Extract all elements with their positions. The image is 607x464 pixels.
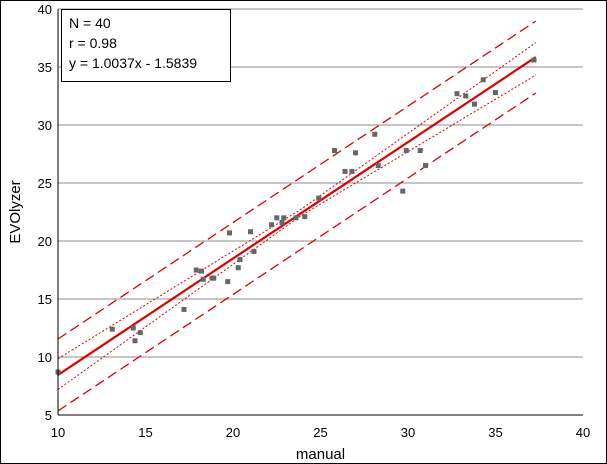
- data-point-31: [403, 148, 409, 154]
- y-tick-label-7: 40: [38, 2, 52, 17]
- confidence-band-upper: [57, 42, 537, 360]
- x-tick-label-5: 35: [488, 425, 502, 440]
- data-point-27: [353, 150, 358, 156]
- confidence-band-lower: [57, 74, 537, 390]
- y-tick-label-4: 25: [38, 176, 52, 191]
- prediction-band-lower: [57, 92, 537, 412]
- data-point-1: [109, 326, 115, 332]
- y-axis-title: EVOlyzer: [7, 180, 24, 243]
- y-tick-label-3: 20: [38, 234, 52, 249]
- data-point-37: [480, 77, 486, 83]
- data-point-4: [137, 330, 143, 336]
- y-tick-label-5: 30: [38, 118, 52, 133]
- data-point-25: [342, 168, 348, 174]
- y-tick-label-6: 35: [38, 60, 52, 75]
- x-axis-title: manual: [296, 446, 345, 463]
- x-tick-label-2: 20: [226, 425, 240, 440]
- gridlines: [58, 8, 583, 358]
- data-point-3: [132, 338, 138, 344]
- data-point-22: [302, 214, 308, 220]
- data-point-32: [417, 148, 423, 154]
- data-point-2: [130, 325, 136, 331]
- y-tick-label-1: 10: [38, 350, 52, 365]
- x-tick-label-0: 10: [51, 425, 65, 440]
- x-tick-label-6: 40: [576, 425, 590, 440]
- data-point-15: [248, 229, 253, 235]
- data-point-39: [531, 57, 537, 63]
- data-point-33: [423, 163, 428, 169]
- data-point-11: [225, 279, 231, 285]
- data-point-23: [316, 195, 322, 201]
- y-tick-label-2: 15: [38, 292, 52, 307]
- data-point-8: [200, 276, 206, 282]
- data-point-29: [375, 163, 381, 169]
- data-point-19: [279, 219, 285, 225]
- y-tick-label-0: 5: [45, 408, 52, 423]
- data-point-20: [281, 215, 287, 221]
- data-point-24: [332, 148, 337, 154]
- data-point-12: [227, 230, 232, 236]
- data-point-17: [269, 222, 274, 228]
- x-tick-label-1: 15: [138, 425, 152, 440]
- data-point-5: [181, 306, 187, 312]
- x-tick-label-3: 25: [313, 425, 327, 440]
- data-point-38: [493, 90, 498, 96]
- stats-r: r = 0.98: [69, 35, 117, 51]
- data-point-14: [237, 257, 243, 263]
- data-point-16: [251, 248, 257, 254]
- stats-annotation-box: N = 40 r = 0.98 y = 1.0037x - 1.5839: [61, 9, 231, 82]
- prediction-band-upper: [57, 20, 537, 340]
- data-point-36: [472, 101, 477, 107]
- data-point-34: [454, 91, 460, 97]
- x-tick-labels: 10 15 20 25 30 35 40: [51, 425, 590, 440]
- data-point-6: [193, 267, 199, 273]
- data-point-35: [463, 93, 469, 99]
- data-point-21: [293, 215, 299, 221]
- data-point-10: [211, 275, 217, 281]
- data-point-18: [274, 215, 280, 221]
- data-point-26: [349, 168, 355, 174]
- data-point-7: [199, 268, 204, 274]
- stats-n: N = 40: [69, 15, 111, 31]
- y-tick-labels: 5 10 15 20 25 30 35 40: [38, 2, 52, 423]
- bands: [57, 20, 537, 412]
- data-points: [55, 57, 537, 375]
- data-point-30: [400, 188, 406, 194]
- stats-equation: y = 1.0037x - 1.5839: [69, 55, 198, 71]
- data-point-13: [235, 265, 241, 271]
- data-point-28: [372, 131, 378, 137]
- x-tick-label-4: 30: [401, 425, 415, 440]
